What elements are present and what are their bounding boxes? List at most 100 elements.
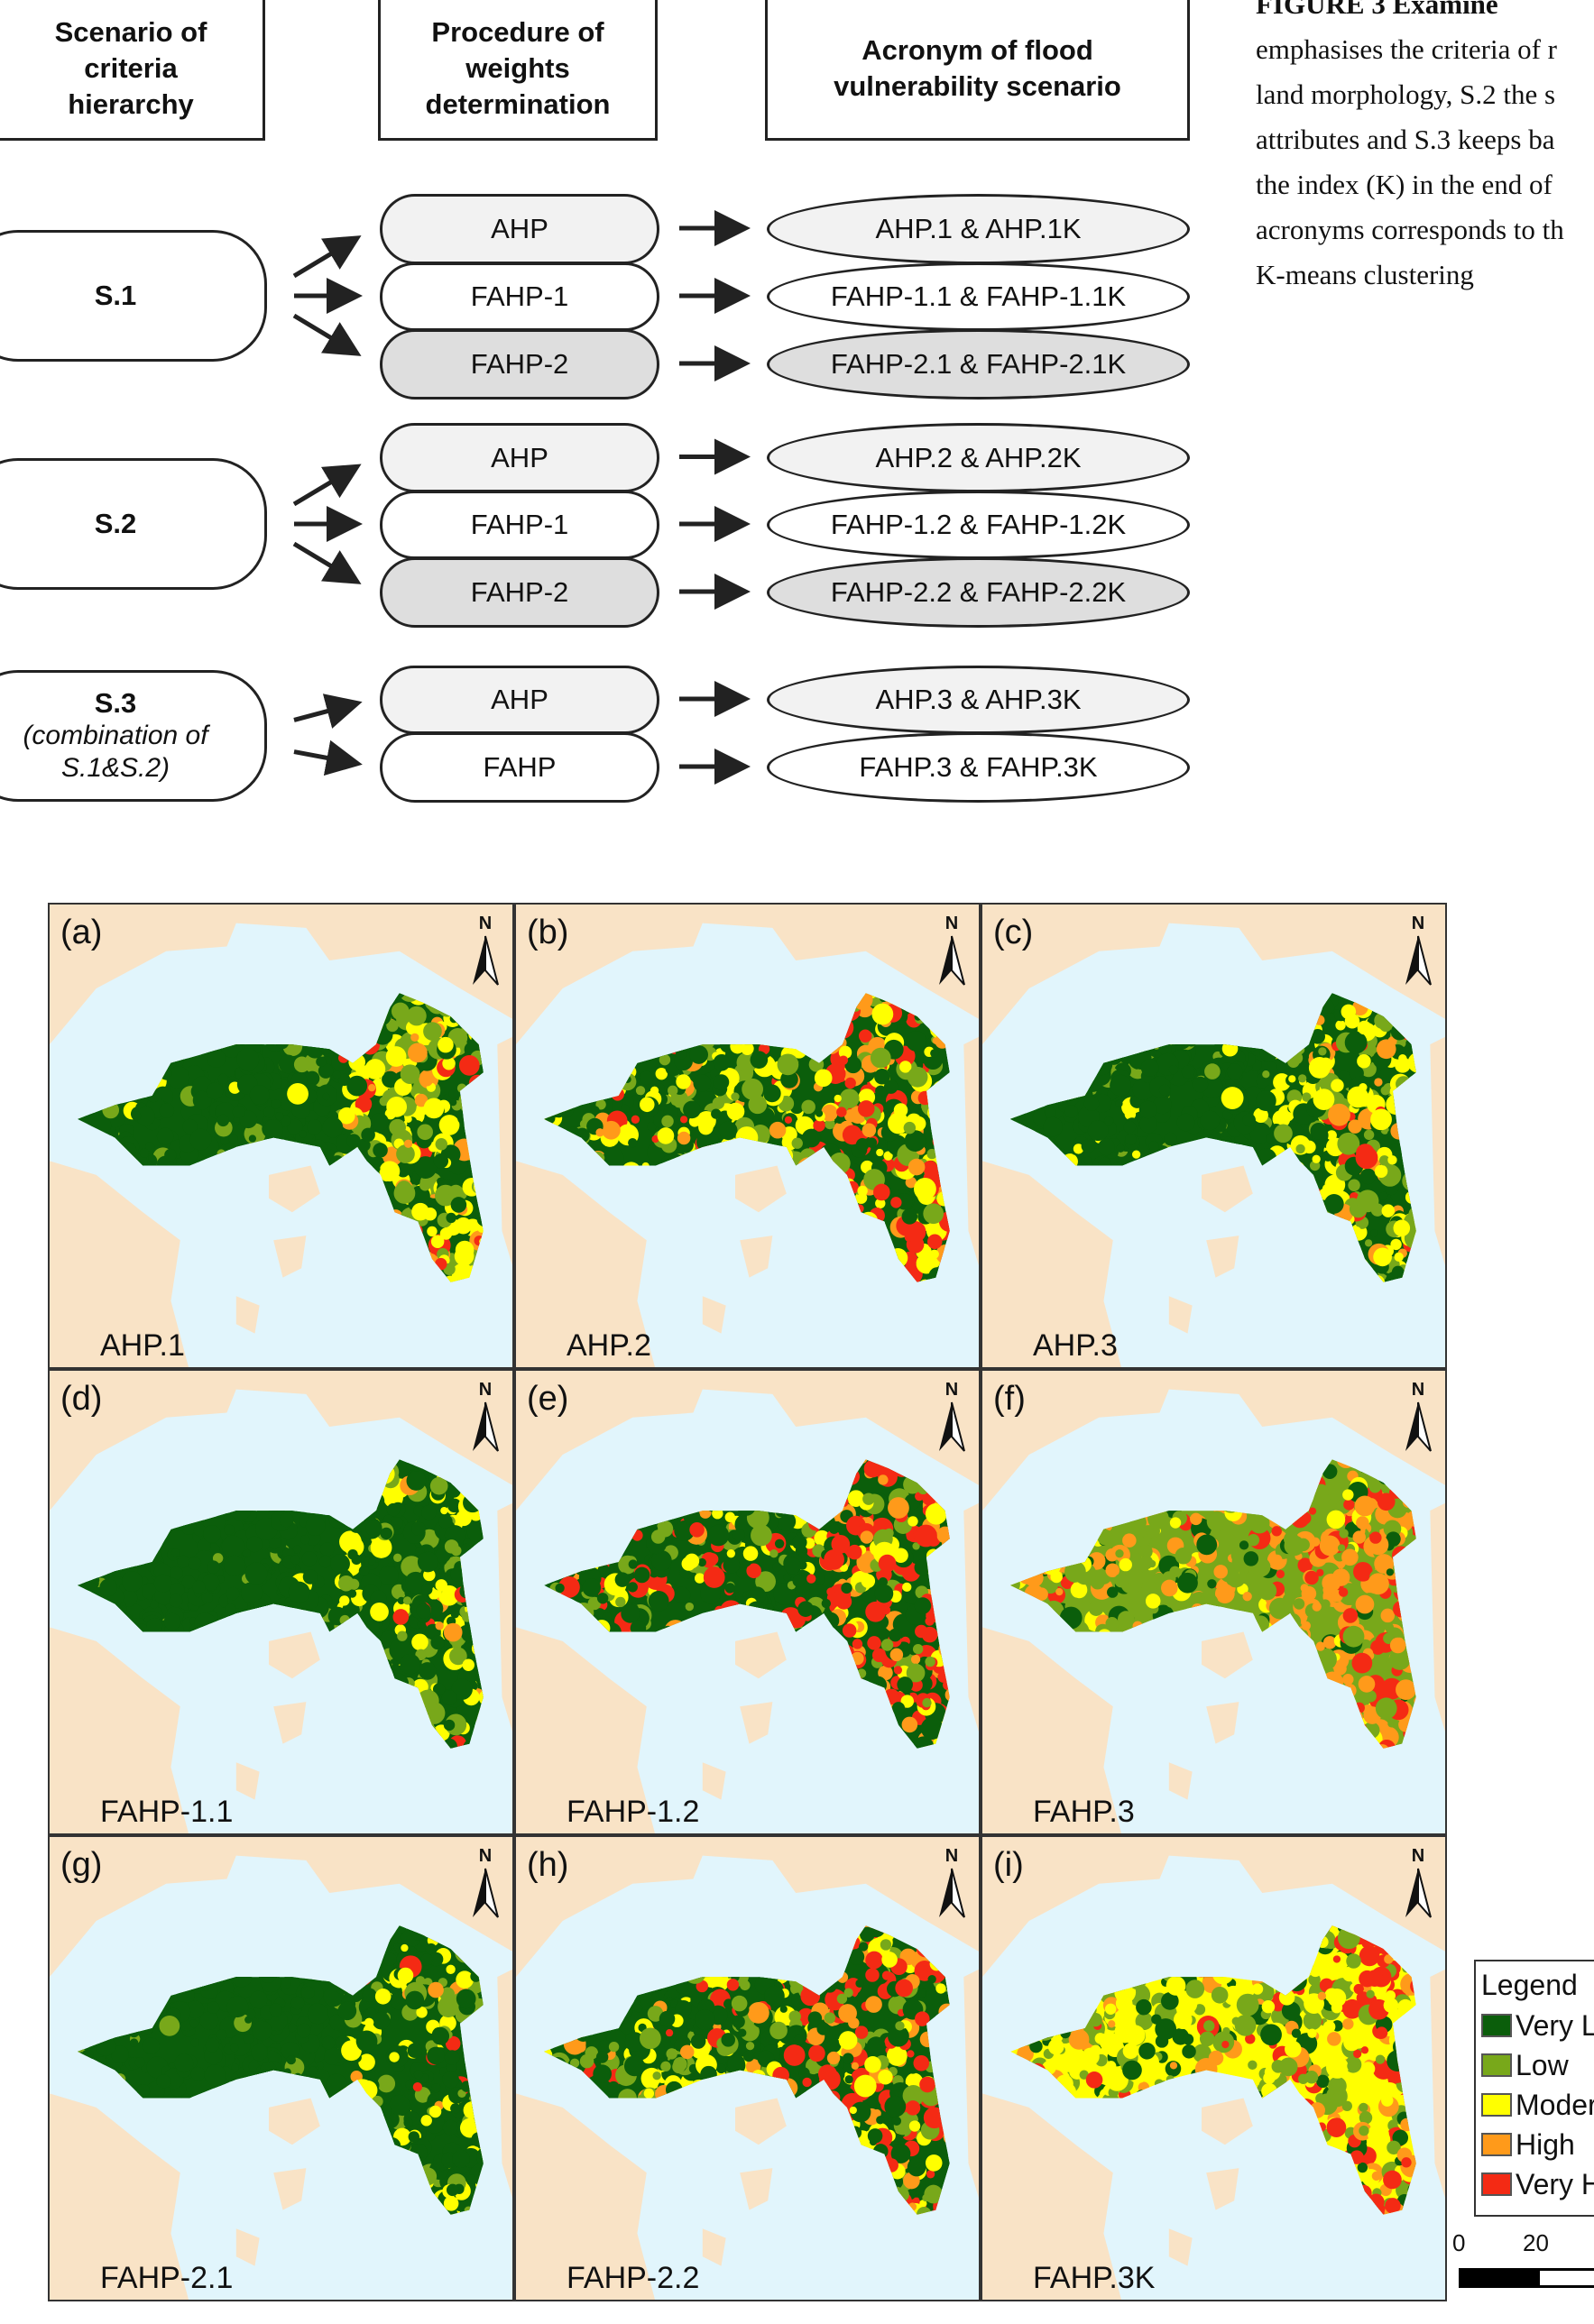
north-arrow-icon: N [1400, 914, 1436, 994]
acronym-label: FAHP-1.1 & FAHP-1.1K [830, 280, 1127, 312]
land-area [982, 1627, 1122, 1833]
arrow-to-procedure [292, 313, 362, 356]
acronym-2-3: FAHP-2.2 & FAHP-2.2K [767, 557, 1190, 628]
land-area [50, 2093, 189, 2300]
procedure-label: FAHP [483, 751, 557, 783]
north-label: N [1411, 914, 1425, 933]
scenario-note: (combination of S.1&S.2) [23, 721, 208, 783]
land-area [1168, 1036, 1445, 1334]
land-area [982, 2093, 1122, 2300]
north-label: N [944, 1380, 959, 1400]
land-area [50, 1371, 512, 1511]
map-panel: (c) AHP.3 N [981, 903, 1447, 1369]
north-label: N [944, 1846, 959, 1866]
panel-label: AHP.1 [100, 1328, 185, 1363]
flood-vulnerability-map [982, 1837, 1445, 2300]
acronym-1-2: FAHP-1.1 & FAHP-1.1K [767, 262, 1190, 331]
land-area [516, 1161, 656, 1367]
scenario-1: S.1 [0, 230, 267, 362]
acronym-label: AHP.3 & AHP.3K [875, 684, 1082, 715]
land-area [516, 1627, 656, 1833]
map-grid: (a) AHP.1 N (b) AHP.2 N (c) AHP.3 N [48, 903, 1447, 2301]
panel-letter: (f) [993, 1380, 1026, 1418]
land-area [235, 1969, 512, 2266]
land-area [516, 2093, 656, 2300]
north-arrow-icon: N [1400, 1846, 1436, 1926]
acronym-3-2: FAHP.3 & FAHP.3K [767, 732, 1190, 803]
legend-item: Moder [1481, 2085, 1594, 2125]
panel-label: AHP.3 [1033, 1328, 1118, 1363]
header-acronym: Acronym of flood vulnerability scenario [765, 0, 1190, 141]
map-panel: (g) FAHP-2.1 N [48, 1835, 514, 2301]
north-arrow-icon: N [1400, 1380, 1436, 1460]
legend-label: Very L [1516, 2008, 1594, 2042]
land-area [982, 1161, 1122, 1367]
header-scenario: Scenario of criteria hierarchy [0, 0, 265, 141]
legend-swatch [1481, 2053, 1512, 2077]
north-label: N [1411, 1846, 1425, 1866]
map-panel: (d) FAHP-1.1 N [48, 1369, 514, 1835]
procedure-label: FAHP-1 [470, 509, 569, 540]
land-area [235, 1502, 512, 1800]
map-legend: Legend Very L Low Moder High Very H [1474, 1960, 1594, 2217]
land-area [50, 905, 512, 1045]
land-area [516, 1371, 979, 1511]
procedure-label: FAHP-2 [470, 348, 569, 380]
acronym-label: AHP.2 & AHP.2K [875, 441, 1082, 473]
caption-line: emphasises the criteria of r [1256, 33, 1557, 65]
acronym-2-1: AHP.2 & AHP.2K [767, 423, 1190, 492]
scenario-3: S.3 (combination of S.1&S.2) [0, 670, 267, 802]
panel-letter: (b) [527, 914, 569, 951]
north-label: N [478, 914, 493, 933]
procedure-label: FAHP-2 [470, 576, 569, 608]
procedure-2-3: FAHP-2 [380, 557, 659, 628]
legend-item: High [1481, 2125, 1594, 2164]
panel-letter: (e) [527, 1380, 569, 1418]
map-panel: (f) FAHP.3 N [981, 1369, 1447, 1835]
flood-vulnerability-map [516, 905, 979, 1367]
legend-swatch [1481, 2093, 1512, 2117]
map-panel: (i) FAHP.3K N [981, 1835, 1447, 2301]
flood-vulnerability-map [50, 1371, 512, 1833]
north-label: N [1411, 1380, 1425, 1400]
land-area [702, 1969, 979, 2266]
caption-line: FIGURE 3 Examine [1256, 0, 1498, 20]
flood-vulnerability-map [50, 905, 512, 1367]
acronym-label: AHP.1 & AHP.1K [875, 213, 1082, 244]
flood-vulnerability-map [516, 1837, 979, 2300]
caption-line: acronyms corresponds to th [1256, 214, 1564, 245]
land-area [516, 905, 979, 1045]
north-arrow-icon: N [934, 1380, 970, 1460]
north-arrow-icon: N [467, 914, 503, 994]
land-area [50, 1161, 189, 1367]
scale-bar-black [1459, 2268, 1540, 2288]
panel-letter: (c) [993, 914, 1034, 951]
map-panel: (a) AHP.1 N [48, 903, 514, 1369]
flood-vulnerability-map [516, 1371, 979, 1833]
arrow-to-procedure [292, 464, 362, 507]
land-area [982, 905, 1445, 1045]
panel-label: FAHP.3K [1033, 2261, 1156, 2295]
panel-label: AHP.2 [567, 1328, 651, 1363]
legend-item: Low [1481, 2045, 1594, 2085]
legend-swatch [1481, 2172, 1512, 2196]
arrow-to-procedure [292, 235, 362, 279]
land-area [235, 1036, 512, 1334]
header-procedure: Procedure of weights determination [378, 0, 658, 141]
legend-label: Low [1516, 2048, 1569, 2081]
procedure-3-2: FAHP [380, 732, 659, 803]
flood-vulnerability-map [982, 1371, 1445, 1833]
acronym-label: FAHP.3 & FAHP.3K [859, 751, 1098, 783]
caption-line: the index (K) in the end of [1256, 169, 1553, 200]
panel-letter: (g) [60, 1846, 103, 1884]
panel-letter: (h) [527, 1846, 569, 1884]
panel-label: FAHP-2.2 [567, 2261, 700, 2295]
header-scenario-text: Scenario of criteria hierarchy [54, 16, 207, 120]
header-procedure-text: Procedure of weights determination [425, 16, 611, 120]
acronym-3-1: AHP.3 & AHP.3K [767, 666, 1190, 734]
land-area [1168, 1969, 1445, 2266]
acronym-label: FAHP-2.1 & FAHP-2.1K [830, 348, 1127, 380]
figure-caption: FIGURE 3 Examine emphasises the criteria … [1256, 0, 1564, 298]
scale-tick-0: 0 [1452, 2229, 1466, 2256]
panel-label: FAHP.3 [1033, 1795, 1135, 1829]
